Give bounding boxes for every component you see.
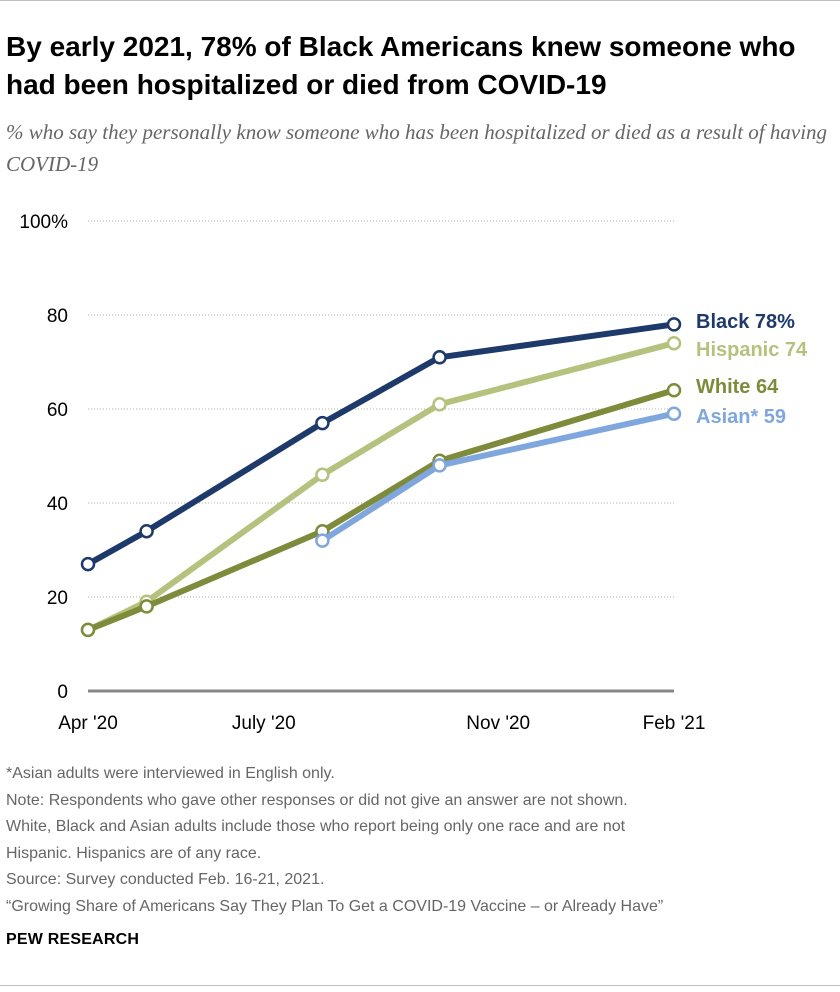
end-label-asian: Asian* 59 <box>696 406 786 428</box>
data-point-white <box>80 622 96 638</box>
x-tick-label: Apr '20 <box>58 713 118 734</box>
y-tick-label: 80 <box>47 306 68 327</box>
chart-notes: *Asian adults were interviewed in Englis… <box>6 761 836 920</box>
line-chart: 0 20 40 60 80 100% Apr '20 July '20 Nov '20 Feb '… <box>19 212 808 734</box>
pew-research-logo: PEW RESEARCH <box>6 931 140 948</box>
top-rule <box>0 0 840 1</box>
x-tick-label: July '20 <box>232 713 296 734</box>
y-tick-label: 40 <box>47 494 68 515</box>
series-line-black <box>85 321 677 568</box>
end-label-black: Black 78% <box>696 311 795 333</box>
bottom-rule <box>0 985 840 986</box>
data-point-asian <box>432 458 447 473</box>
x-tick-label: Feb '21 <box>643 713 706 734</box>
data-point-hispanic <box>315 467 330 483</box>
series-line-hispanic <box>85 340 677 633</box>
data-point-black <box>432 350 447 365</box>
y-tick-label: 60 <box>47 400 68 421</box>
data-point-hispanic <box>432 397 447 412</box>
y-tick-label: 100% <box>19 212 68 233</box>
chart-title: By early 2021, 78% of Black Americans kn… <box>6 31 796 100</box>
end-label-white: White 64 <box>696 376 779 398</box>
note-race-definition: White, Black and Asian adults include th… <box>6 818 626 835</box>
data-point-asian <box>666 406 682 421</box>
data-point-white <box>139 599 154 614</box>
data-point-black <box>139 523 154 539</box>
data-point-white <box>666 382 682 398</box>
note-asian-footnote: *Asian adults were interviewed in Englis… <box>6 765 335 782</box>
note-hispanic-definition: Hispanic. Hispanics are of any race. <box>6 844 262 862</box>
note-source: Source: Survey conducted Feb. 16-21, 202… <box>6 871 325 888</box>
note-report-title: “Growing Share of Americans Say They Pla… <box>6 897 664 915</box>
data-point-hispanic <box>666 335 682 351</box>
note-respondents: Note: Respondents who gave other respons… <box>6 791 628 809</box>
data-point-black <box>315 415 330 431</box>
x-tick-label: Nov '20 <box>466 713 530 734</box>
chart-subtitle: % who say they personally know someone w… <box>6 120 828 176</box>
data-point-black <box>80 556 96 572</box>
y-tick-label: 20 <box>47 588 68 609</box>
y-tick-label: 0 <box>57 682 68 703</box>
series-line-asian <box>319 410 677 544</box>
data-point-black <box>666 317 682 332</box>
end-label-hispanic: Hispanic 74 <box>696 339 808 361</box>
data-point-asian <box>315 533 330 548</box>
